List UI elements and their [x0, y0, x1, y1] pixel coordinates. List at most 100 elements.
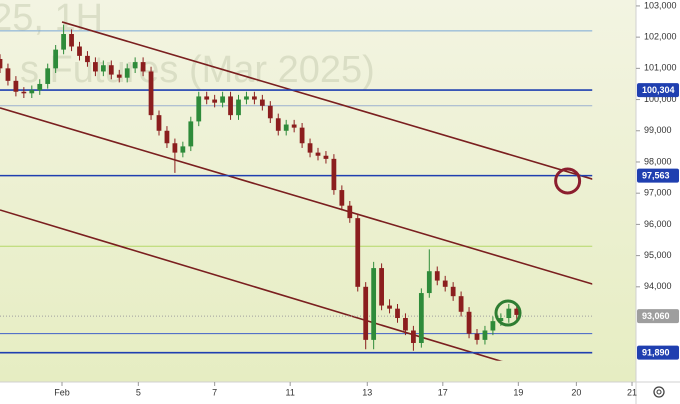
- watermark-symbol: 025, 1H: [0, 0, 103, 39]
- candle-body: [125, 68, 130, 77]
- candle-body: [29, 90, 34, 93]
- y-tick-label: 95,000: [644, 250, 672, 260]
- candle-body: [427, 271, 432, 293]
- candle-body: [21, 92, 26, 94]
- settings-icon[interactable]: [653, 386, 665, 398]
- candle-body: [467, 312, 472, 334]
- x-tick-label: 19: [513, 387, 523, 397]
- candle-body: [14, 81, 19, 92]
- x-tick-label: 5: [136, 387, 141, 397]
- candle-body: [133, 62, 138, 68]
- candle-body: [117, 75, 122, 78]
- candle-body: [435, 271, 440, 280]
- trend-line: [0, 108, 636, 297]
- candle-body: [77, 47, 82, 56]
- y-tick-label: 98,000: [644, 156, 672, 166]
- candle-body: [491, 321, 496, 330]
- candle-body: [316, 153, 321, 156]
- price-tag: [637, 83, 679, 98]
- candle-body: [45, 68, 50, 84]
- candle-body: [403, 318, 408, 330]
- candle-body: [252, 96, 257, 99]
- price-tag: [637, 345, 679, 360]
- price-tag-label: 91,890: [642, 348, 670, 358]
- candle-body: [475, 334, 480, 340]
- x-tick-label: 20: [571, 387, 581, 397]
- candle-body: [324, 156, 329, 159]
- candle-body: [379, 268, 384, 305]
- candle-body: [387, 306, 392, 309]
- candle-body: [268, 106, 273, 118]
- candle-body: [85, 56, 90, 62]
- candle-body: [292, 125, 297, 128]
- candle-body: [363, 287, 368, 340]
- candle-body: [498, 318, 503, 321]
- candle-body: [212, 100, 217, 103]
- candle-body: [260, 100, 265, 106]
- candle-body: [276, 118, 281, 130]
- x-tick-label: Feb: [54, 387, 70, 397]
- plot-area: [0, 0, 636, 382]
- y-tick-label: 99,000: [644, 125, 672, 135]
- candle-body: [0, 59, 2, 68]
- candle-body: [180, 146, 185, 152]
- candle-body: [173, 143, 178, 152]
- x-tick-label: 7: [212, 387, 217, 397]
- candle-body: [220, 96, 225, 102]
- candle-body: [371, 268, 376, 340]
- candle-body: [308, 143, 313, 152]
- candle-body: [355, 218, 360, 287]
- x-tick-label: 11: [286, 387, 295, 397]
- y-tick-label: 103,000: [644, 0, 677, 10]
- candle-body: [165, 131, 170, 143]
- x-tick-label: 17: [438, 387, 448, 397]
- candle-body: [514, 309, 519, 315]
- highlight-circle: [556, 169, 580, 193]
- candle-body: [339, 190, 344, 206]
- candle-body: [459, 296, 464, 312]
- y-tick-label: 102,000: [644, 32, 677, 42]
- candle-body: [284, 125, 289, 131]
- candle-body: [69, 34, 74, 46]
- y-tick-label: 97,000: [644, 188, 672, 198]
- candle-body: [332, 159, 337, 190]
- price-tag: [637, 168, 679, 183]
- candle-body: [6, 68, 11, 80]
- candle-body: [141, 62, 146, 71]
- candle-body: [204, 96, 209, 99]
- candle-body: [443, 281, 448, 287]
- candle-body: [300, 128, 305, 144]
- plot-layer: [0, 22, 636, 382]
- price-tag-label: 93,060: [642, 311, 670, 321]
- candle-body: [411, 331, 416, 343]
- y-tick-label: 101,000: [644, 63, 677, 73]
- y-tick-label: 96,000: [644, 219, 672, 229]
- price-axis: [636, 0, 680, 404]
- candle-body: [61, 34, 66, 50]
- candle-body: [451, 287, 456, 296]
- candle-body: [236, 100, 241, 116]
- highlight-circle: [496, 301, 520, 325]
- candle-body: [37, 84, 42, 90]
- trend-line: [62, 22, 636, 192]
- y-tick-label: 94,000: [644, 281, 672, 291]
- y-tick-label: 100,000: [644, 94, 677, 104]
- candle-body: [93, 62, 98, 71]
- candle-body: [347, 206, 352, 218]
- x-tick-label: 21: [627, 387, 637, 397]
- candle-body: [188, 121, 193, 146]
- candle-body: [419, 293, 424, 343]
- candle-body: [196, 96, 201, 121]
- time-axis: [0, 382, 680, 404]
- candle-body: [149, 71, 154, 115]
- candle-body: [244, 96, 249, 99]
- price-tag-label: 97,563: [642, 170, 670, 180]
- x-tick-label: 13: [362, 387, 372, 397]
- candle-body: [483, 331, 488, 340]
- candle-body: [53, 50, 58, 69]
- candle-body: [228, 96, 233, 115]
- candle-body: [157, 115, 162, 131]
- watermark-description: s Futures (Mar 2025): [20, 49, 375, 91]
- candle-body: [395, 309, 400, 318]
